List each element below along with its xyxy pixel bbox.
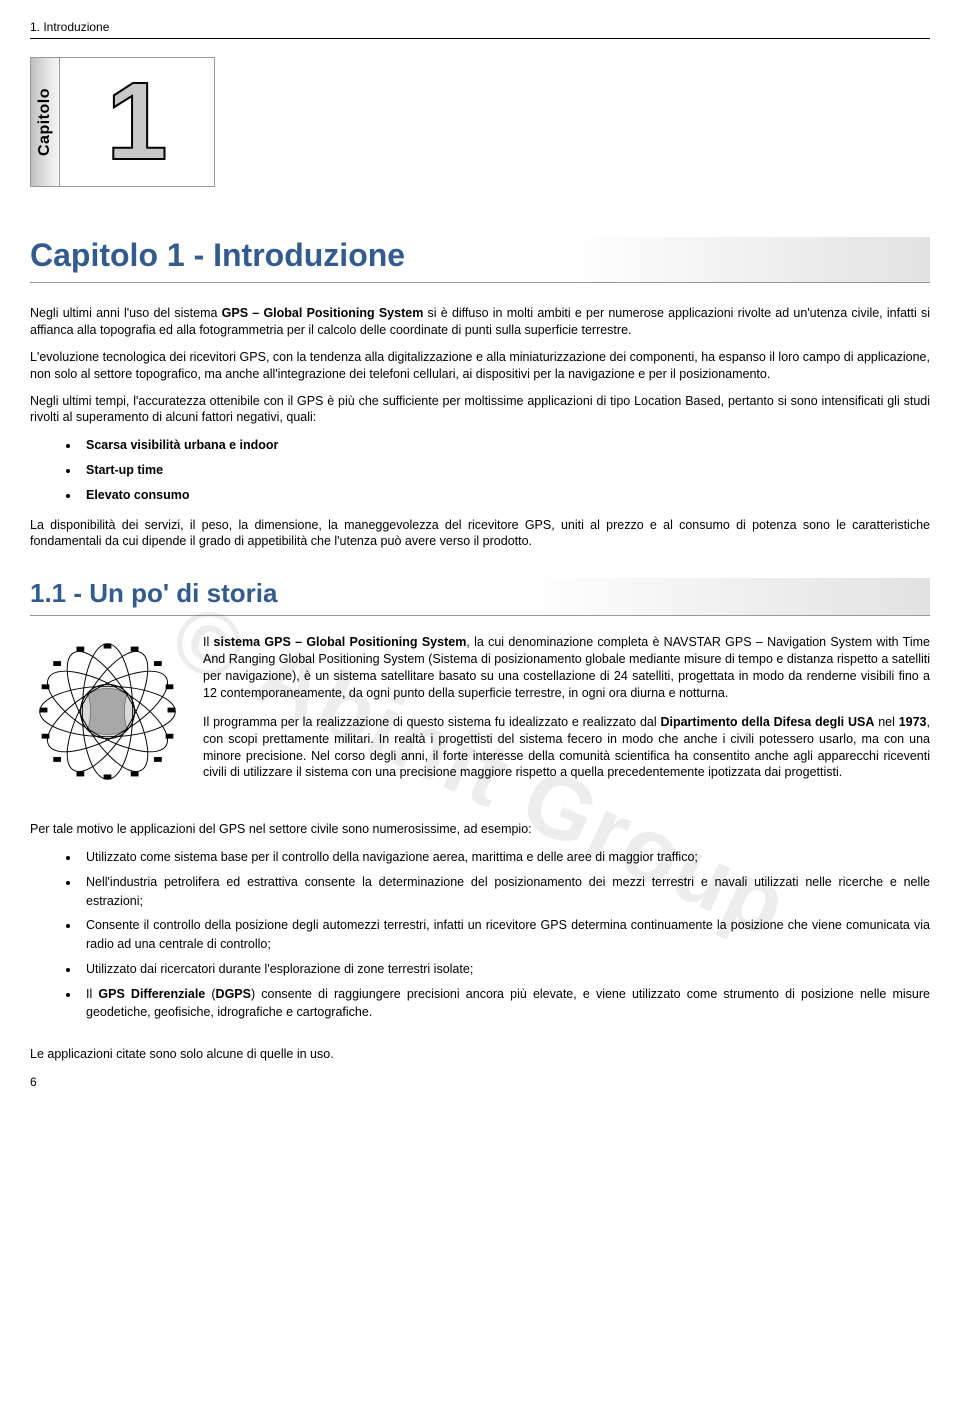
chapter-number: 1: [106, 67, 167, 177]
history-paragraph-1: Il sistema GPS – Global Positioning Syst…: [203, 634, 930, 702]
list-item: Consente il controllo della posizione de…: [80, 916, 930, 954]
bold-span: Dipartimento della Difesa degli USA: [660, 715, 874, 729]
list-item: Utilizzato dai ricercatori durante l'esp…: [80, 960, 930, 979]
list-item: Scarsa visibilità urbana e indoor: [80, 436, 930, 455]
list-item: Start-up time: [80, 461, 930, 480]
chapter-badge-side: Capitolo: [30, 57, 60, 187]
text-span: nel: [874, 715, 898, 729]
bold-span: GPS Differenziale: [98, 987, 205, 1001]
page-header: 1. Introduzione: [30, 20, 930, 39]
bold-span: DGPS: [216, 987, 251, 1001]
applications-list: Utilizzato come sistema base per il cont…: [80, 848, 930, 1022]
orbit-icon: [30, 634, 185, 789]
history-paragraph-2: Il programma per la realizzazione di que…: [203, 714, 930, 782]
intro-paragraph-3: Negli ultimi tempi, l'accuratezza otteni…: [30, 393, 930, 427]
list-item: Il GPS Differenziale (DGPS) consente di …: [80, 985, 930, 1023]
bold-gps: GPS – Global Positioning System: [222, 306, 424, 320]
history-text: Il sistema GPS – Global Positioning Syst…: [203, 634, 930, 793]
list-item: Nell'industria petrolifera ed estrattiva…: [80, 873, 930, 911]
chapter-badge-label: Capitolo: [36, 88, 54, 156]
bold-span: 1973: [899, 715, 927, 729]
list-item: Utilizzato come sistema base per il cont…: [80, 848, 930, 867]
text-span: Il: [203, 635, 214, 649]
page-number: 6: [30, 1075, 37, 1089]
text-span: Il programma per la realizzazione di que…: [203, 715, 660, 729]
satellite-orbit-figure: [30, 634, 185, 789]
applications-intro: Per tale motivo le applicazioni del GPS …: [30, 821, 930, 838]
intro-paragraph-2: L'evoluzione tecnologica dei ricevitori …: [30, 349, 930, 383]
section-title-history: 1.1 - Un po' di storia: [30, 578, 930, 616]
intro-paragraph-1: Negli ultimi anni l'uso del sistema GPS …: [30, 305, 930, 339]
intro-bullets: Scarsa visibilità urbana e indoor Start-…: [80, 436, 930, 504]
chapter-badge-number-box: 1: [60, 57, 215, 187]
text-span: (: [205, 987, 215, 1001]
chapter-badge: Capitolo 1: [30, 57, 215, 187]
intro-paragraph-4: La disponibilità dei servizi, il peso, l…: [30, 517, 930, 551]
list-item: Elevato consumo: [80, 486, 930, 505]
text-span: Negli ultimi anni l'uso del sistema: [30, 306, 222, 320]
closing-paragraph: Le applicazioni citate sono solo alcune …: [30, 1046, 930, 1063]
history-row: Il sistema GPS – Global Positioning Syst…: [30, 634, 930, 793]
text-span: Il: [86, 987, 98, 1001]
bold-span: sistema GPS – Global Positioning System: [214, 635, 467, 649]
chapter-title: Capitolo 1 - Introduzione: [30, 237, 930, 283]
